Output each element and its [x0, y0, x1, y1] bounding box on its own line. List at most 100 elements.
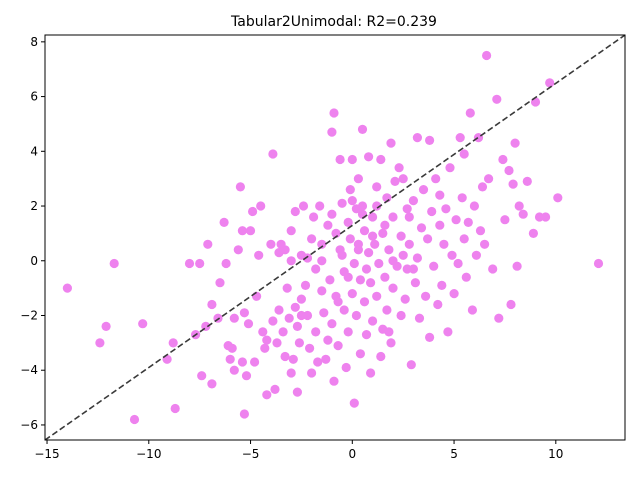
data-point [459, 149, 469, 159]
data-point [396, 231, 406, 241]
data-point [347, 154, 357, 165]
data-point [364, 152, 374, 162]
data-point [272, 338, 282, 348]
data-point [541, 212, 551, 222]
data-point [382, 305, 392, 315]
data-point [357, 124, 368, 134]
data-point [437, 280, 447, 290]
data-point [101, 321, 111, 331]
axes-frame [44, 34, 626, 441]
reference-line [44, 34, 626, 441]
data-point [433, 299, 443, 310]
data-point [197, 371, 207, 381]
data-point [319, 308, 329, 318]
data-point [469, 201, 479, 211]
data-point [219, 217, 229, 227]
data-point [325, 275, 335, 285]
data-point [394, 163, 404, 173]
data-point [410, 278, 420, 288]
data-point [380, 220, 390, 230]
data-point [457, 193, 467, 203]
data-point [313, 357, 323, 367]
data-point [404, 239, 414, 249]
data-point [282, 283, 292, 293]
data-point [518, 209, 528, 219]
data-point [280, 245, 290, 255]
data-point [400, 294, 410, 304]
data-point [292, 321, 302, 331]
data-point [329, 108, 339, 118]
data-point [404, 212, 414, 222]
data-point [184, 258, 195, 269]
data-point [305, 343, 315, 353]
data-point [254, 250, 264, 260]
x-tick-label: 5 [450, 447, 458, 461]
data-point [412, 253, 422, 263]
chart-title: Tabular2Unimodal: R2=0.239 [230, 14, 437, 30]
data-point [553, 193, 563, 203]
data-point [380, 272, 390, 282]
data-point [129, 414, 140, 425]
data-point [414, 313, 425, 323]
data-point [62, 283, 72, 293]
data-point [370, 239, 380, 249]
data-point [256, 201, 266, 211]
data-point [488, 264, 498, 274]
x-tick-label: −15 [34, 447, 59, 461]
x-tick-label: −5 [242, 447, 260, 461]
data-point [494, 313, 504, 323]
data-point [384, 327, 394, 337]
data-point [361, 330, 372, 340]
x-axis: −15 −10 −5 0 5 10 [34, 440, 563, 461]
data-point [243, 319, 254, 329]
data-point [359, 297, 370, 307]
data-point [262, 335, 272, 345]
data-point [317, 239, 327, 249]
data-point [331, 291, 341, 301]
data-point [339, 305, 349, 315]
data-point [321, 354, 331, 364]
data-point [207, 379, 217, 389]
data-point [302, 253, 313, 263]
data-point [445, 163, 455, 173]
data-point [475, 226, 486, 236]
data-point [435, 190, 445, 200]
data-point [384, 245, 394, 255]
data-point [368, 231, 378, 241]
data-point [388, 256, 398, 266]
data-point [364, 248, 374, 258]
data-point [435, 220, 445, 230]
data-point [270, 384, 280, 394]
data-point [355, 349, 365, 359]
data-point [327, 209, 337, 219]
data-point [351, 310, 361, 321]
data-point [233, 245, 243, 255]
data-point [335, 154, 345, 165]
x-tick-label: 10 [548, 447, 563, 461]
data-point [388, 212, 398, 222]
data-point [284, 313, 294, 323]
data-point [455, 133, 465, 143]
data-point [374, 258, 384, 269]
data-point [467, 305, 477, 315]
data-point [307, 368, 317, 378]
data-point [307, 234, 317, 244]
data-point [372, 182, 382, 192]
data-point [465, 108, 475, 118]
data-point [215, 278, 225, 288]
data-point [386, 338, 396, 348]
data-point [239, 308, 249, 318]
data-point [168, 338, 178, 348]
data-point [235, 182, 245, 192]
data-point [500, 215, 510, 225]
y-axis: −6 −4 −2 0 2 4 6 8 [20, 35, 45, 432]
y-tick-label: 4 [30, 144, 38, 158]
data-point [329, 376, 339, 386]
data-point [425, 135, 435, 145]
y-tick-label: 2 [30, 199, 38, 213]
data-point [484, 174, 494, 184]
data-point [366, 278, 376, 288]
data-point [290, 206, 300, 217]
y-tick-label: −2 [20, 308, 38, 322]
data-point [229, 365, 239, 375]
